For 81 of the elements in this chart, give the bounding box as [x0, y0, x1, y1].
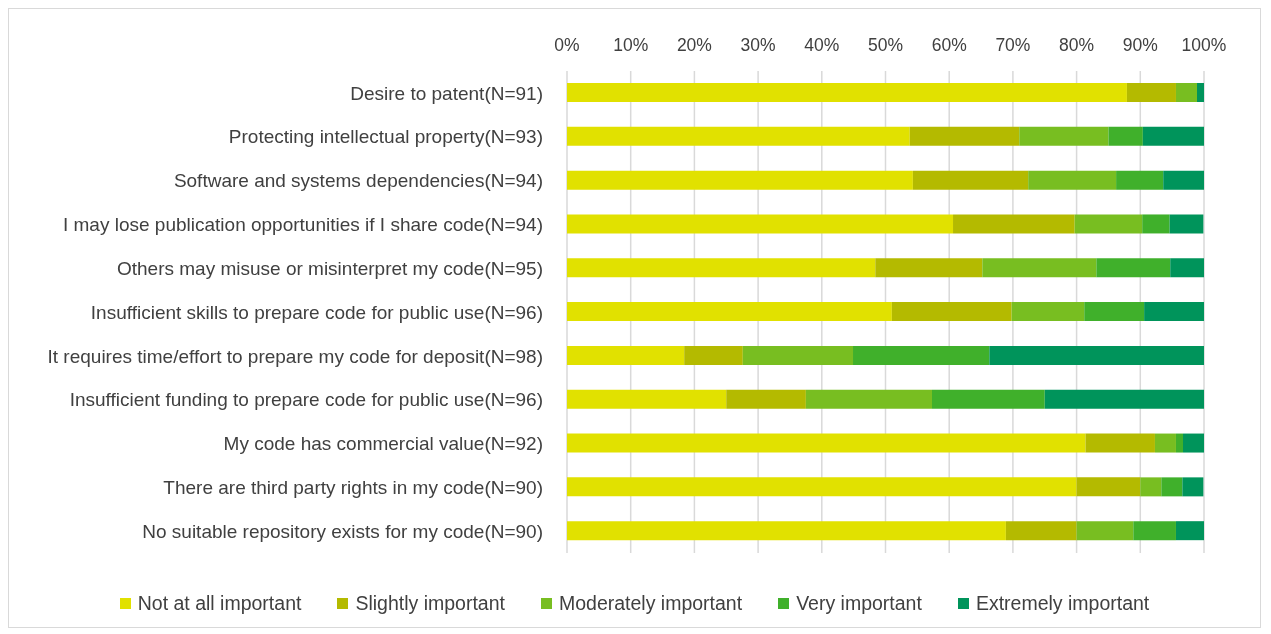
bar [726, 389, 806, 409]
y-tick-label: Others may misuse or misinterpret my code(N=95) [116, 257, 543, 279]
bar [1169, 214, 1204, 234]
x-tick-label: 20% [676, 35, 712, 55]
bar [1005, 521, 1077, 541]
y-tick-label: Protecting intellectual property(N=93) [228, 126, 543, 148]
bar [567, 389, 727, 409]
x-tick-label: 100% [1181, 35, 1227, 55]
bar [932, 389, 1045, 409]
bar [1182, 433, 1204, 453]
y-tick-label: It requires time/effort to prepare my code for deposit(N=98) [47, 345, 543, 367]
bar [1074, 214, 1143, 234]
bar [1182, 477, 1204, 497]
x-tick-label: 30% [740, 35, 776, 55]
bar [1044, 389, 1204, 409]
bar [1084, 302, 1145, 322]
bar [912, 170, 1029, 190]
y-tick-label: My code has commercial value(N=92) [223, 433, 543, 455]
bar [1175, 83, 1197, 102]
bar [1116, 170, 1164, 190]
bar [567, 214, 954, 234]
bar [1161, 477, 1183, 497]
bar [567, 126, 910, 146]
legend-label: Not at all important [137, 592, 302, 615]
bar [1076, 521, 1134, 541]
bar [567, 521, 1006, 541]
y-tick-label: There are third party rights in my code(N=90) [163, 477, 543, 499]
bar [1028, 170, 1117, 190]
bar [684, 345, 743, 365]
legend-label: Very important [796, 592, 922, 615]
x-tick-label: 50% [867, 35, 904, 55]
bar [1108, 126, 1143, 146]
bar [1163, 170, 1204, 190]
bar [1175, 521, 1204, 541]
bar [1011, 302, 1085, 322]
bar [567, 477, 1077, 497]
bar [1133, 521, 1176, 541]
bar [567, 302, 892, 322]
x-tick-label: 60% [931, 35, 967, 55]
bar [875, 258, 983, 278]
x-tick-label: 90% [1122, 35, 1158, 55]
x-tick-label: 40% [804, 35, 840, 55]
bar [1142, 126, 1204, 146]
bar [1142, 214, 1170, 234]
bar [953, 214, 1075, 234]
y-tick-label: Insufficient skills to prepare code for public use(N=96) [90, 301, 543, 323]
bar [567, 170, 913, 190]
bar [853, 345, 990, 365]
y-tick-label: No suitable repository exists for my code(N=90) [142, 520, 543, 542]
bar [1196, 83, 1204, 102]
bar [1085, 433, 1155, 453]
bar [989, 345, 1204, 365]
bar [567, 345, 685, 365]
bar [1126, 83, 1176, 102]
bar [567, 433, 1086, 453]
bar [891, 302, 1012, 322]
bar [1019, 126, 1109, 146]
bar [1096, 258, 1171, 278]
bar [1175, 433, 1183, 453]
bar [1144, 302, 1204, 322]
y-tick-label: I may lose publication opportunities if I share code(N=94) [62, 214, 543, 236]
x-tick-label: 70% [995, 35, 1031, 55]
x-tick-label: 10% [613, 35, 649, 55]
x-tick-label: 80% [1059, 35, 1095, 55]
legend-label: Extremely important [975, 592, 1150, 615]
bar [567, 83, 1127, 102]
bar [1076, 477, 1141, 497]
bar [1154, 433, 1176, 453]
bar [909, 126, 1020, 146]
bar [1170, 258, 1204, 278]
bar [1140, 477, 1162, 497]
legend-label: Moderately important [558, 592, 743, 615]
bar [567, 258, 876, 278]
bar [982, 258, 1097, 278]
y-tick-label: Insufficient funding to prepare code for public use(N=96) [69, 389, 543, 411]
bar [805, 389, 932, 409]
y-tick-label: Software and systems dependencies(N=94) [173, 170, 543, 192]
bar [742, 345, 854, 365]
x-tick-label: 0% [554, 35, 580, 55]
legend-label: Slightly important [355, 592, 505, 615]
y-tick-label: Desire to patent(N=91) [350, 82, 543, 104]
